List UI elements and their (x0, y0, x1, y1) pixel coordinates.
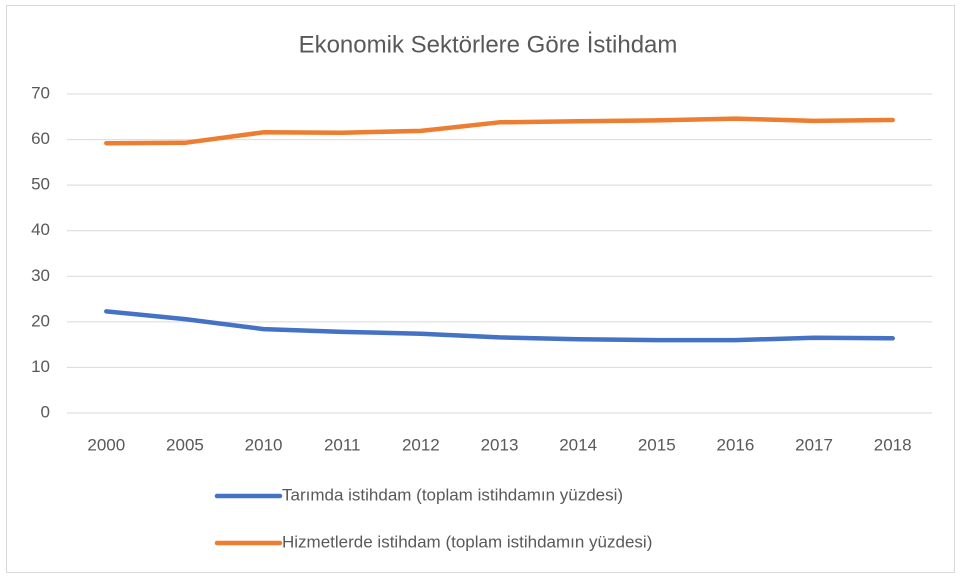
series-line (104, 116, 895, 146)
x-tick-label: 2017 (795, 435, 833, 454)
y-tick-label: 60 (31, 129, 50, 148)
chart-border (6, 5, 955, 573)
x-tick-label: 2018 (874, 435, 912, 454)
x-tick-label: 2000 (87, 435, 125, 454)
y-tick-label: 20 (31, 311, 50, 330)
x-tick-label: 2014 (559, 435, 597, 454)
x-tick-label: 2015 (638, 435, 676, 454)
y-tick-label: 50 (31, 175, 50, 194)
legend-label: Tarımda istihdam (toplam istihdamın yüzd… (282, 485, 623, 504)
y-tick-label: 40 (31, 220, 50, 239)
x-tick-label: 2010 (245, 435, 283, 454)
series-line (104, 309, 895, 343)
x-tick-label: 2012 (402, 435, 440, 454)
x-tick-label: 2016 (716, 435, 754, 454)
chart-title: Ekonomik Sektörlere Göre İstihdam (299, 31, 678, 58)
y-tick-label: 0 (41, 402, 50, 421)
x-tick-label: 2011 (324, 435, 361, 454)
y-tick-label: 70 (31, 83, 50, 102)
x-tick-label: 2005 (166, 435, 204, 454)
x-tick-label: 2013 (481, 435, 519, 454)
y-tick-label: 10 (31, 357, 50, 376)
y-tick-label: 30 (31, 266, 50, 285)
legend-label: Hizmetlerde istihdam (toplam istihdamın … (282, 532, 652, 551)
